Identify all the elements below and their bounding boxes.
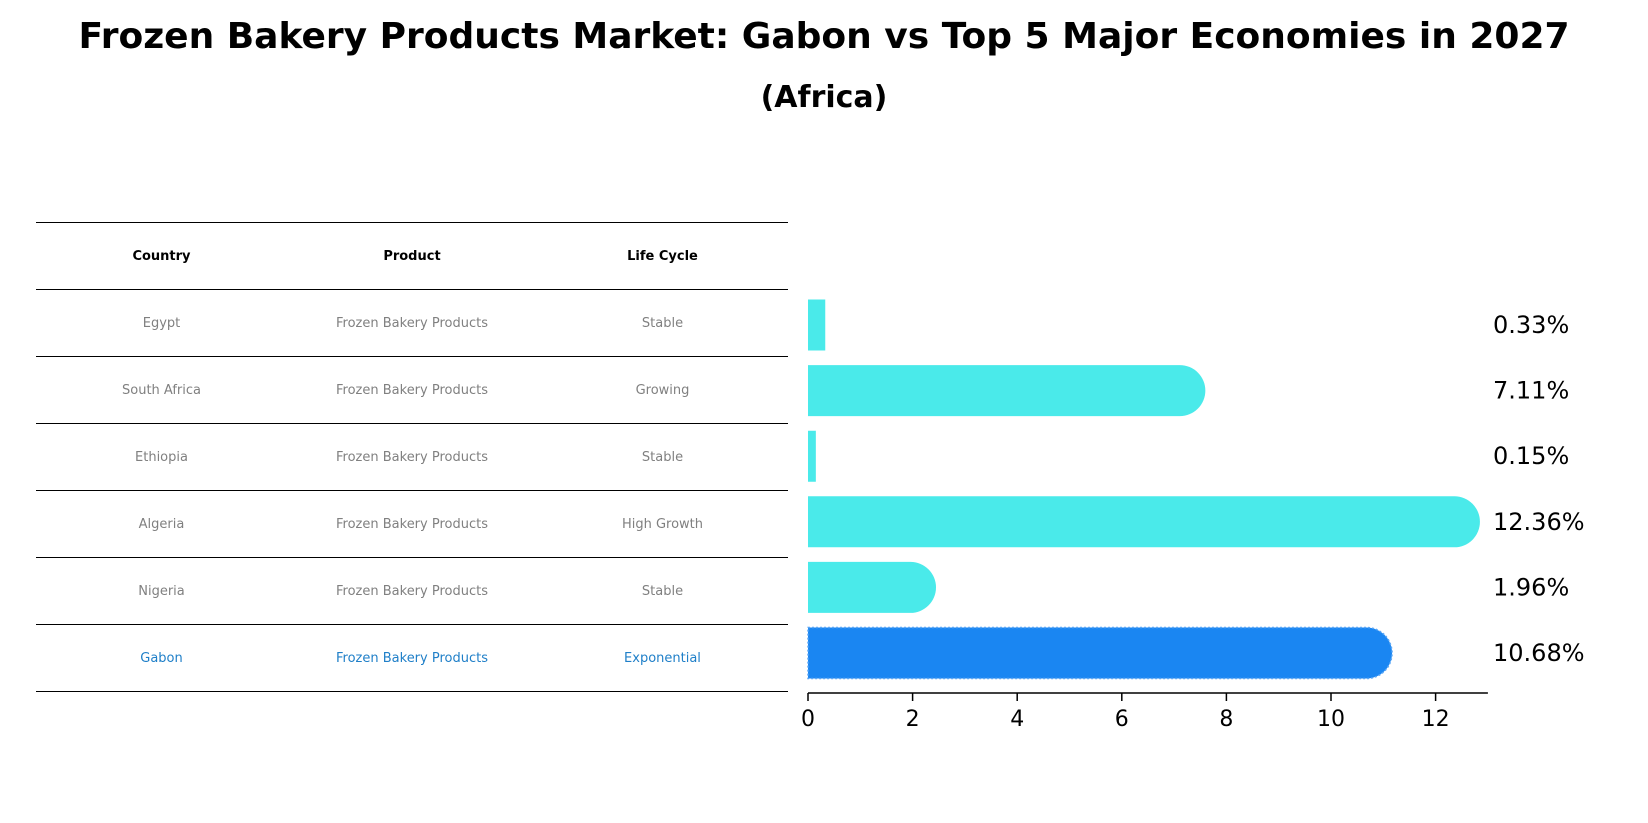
cell-product: Frozen Bakery Products [287, 289, 537, 357]
chart-title: Frozen Bakery Products Market: Gabon vs … [78, 16, 1570, 57]
x-tick-label: 12 [1422, 707, 1450, 732]
cell-life-cycle: Growing [537, 356, 788, 424]
table-row: Ethiopia Frozen Bakery Products Stable [36, 423, 788, 491]
value-label: 0.15% [1493, 442, 1569, 470]
table-row: South Africa Frozen Bakery Products Grow… [36, 356, 788, 424]
cell-life-cycle: Exponential [537, 624, 788, 692]
cell-country: Algeria [36, 490, 287, 558]
bar-nigeria [808, 561, 937, 613]
x-tick-label: 6 [1115, 707, 1129, 732]
table-header-row: Country Product Life Cycle [36, 222, 788, 290]
cell-country: Gabon [36, 624, 287, 692]
bar-south-africa [808, 365, 1206, 417]
cell-product: Frozen Bakery Products [287, 624, 537, 692]
chart-subtitle: (Africa) [760, 80, 888, 115]
x-tick-label: 0 [801, 707, 815, 732]
cell-country: Ethiopia [36, 423, 287, 491]
table-row: Algeria Frozen Bakery Products High Grow… [36, 490, 788, 558]
cell-product: Frozen Bakery Products [287, 423, 537, 491]
bar-algeria [808, 496, 1480, 548]
cell-product: Frozen Bakery Products [287, 490, 537, 558]
cell-life-cycle: Stable [537, 557, 788, 625]
table-row-highlight: Gabon Frozen Bakery Products Exponential [36, 624, 788, 692]
value-label: 1.96% [1493, 573, 1569, 601]
cell-country: Egypt [36, 289, 287, 357]
cell-country: Nigeria [36, 557, 287, 625]
cell-life-cycle: Stable [537, 423, 788, 491]
cell-life-cycle: High Growth [537, 490, 788, 558]
x-tick-label: 2 [906, 707, 920, 732]
value-label: 7.11% [1493, 377, 1569, 405]
bar-gabon [807, 626, 1393, 680]
table-row: Nigeria Frozen Bakery Products Stable [36, 557, 788, 625]
cell-country: South Africa [36, 356, 287, 424]
bar-egypt [808, 299, 826, 351]
column-header-product: Product [287, 222, 537, 290]
country-table: Country Product Life Cycle Egypt Frozen … [36, 222, 788, 692]
column-header-life-cycle: Life Cycle [537, 222, 788, 290]
x-tick-label: 8 [1219, 707, 1233, 732]
x-tick-label: 10 [1317, 707, 1345, 732]
value-label: 10.68% [1493, 639, 1585, 667]
column-header-country: Country [36, 222, 287, 290]
x-tick-label: 4 [1010, 707, 1024, 732]
value-label: 0.33% [1493, 311, 1569, 339]
table-row: Egypt Frozen Bakery Products Stable [36, 289, 788, 357]
bar-ethiopia [808, 430, 816, 482]
cell-life-cycle: Stable [537, 289, 788, 357]
value-label: 12.36% [1493, 508, 1585, 536]
cell-product: Frozen Bakery Products [287, 356, 537, 424]
